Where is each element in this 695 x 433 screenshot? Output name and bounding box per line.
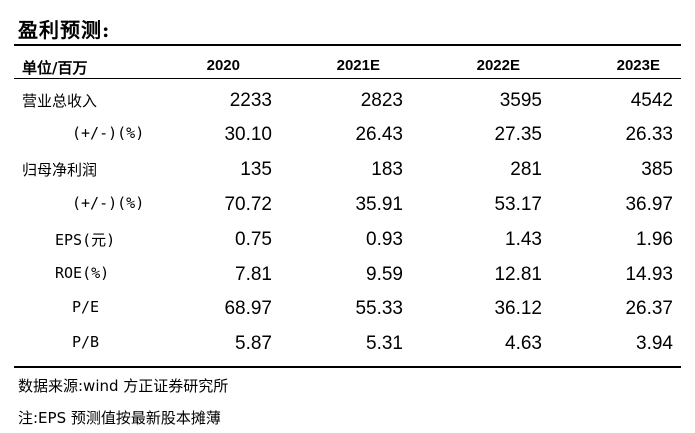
- cell-value: 26.43: [355, 124, 403, 145]
- row-label: EPS(元): [55, 231, 116, 249]
- cell-value: 26.33: [625, 124, 673, 145]
- column-header-2023e: 2023E: [616, 57, 660, 74]
- footnote: 注:EPS 预测值按最新股本摊薄: [18, 409, 221, 427]
- cell-value: 35.91: [355, 194, 403, 215]
- cell-value: 0.75: [235, 229, 272, 250]
- table-row-eps: EPS(元) 0.75 0.93 1.43 1.96: [0, 229, 695, 263]
- cell-value: 68.97: [224, 298, 272, 319]
- cell-value: 5.87: [235, 333, 272, 354]
- cell-value: 5.31: [366, 333, 403, 354]
- cell-value: 12.81: [494, 264, 542, 285]
- row-label: 归母净利润: [22, 161, 98, 179]
- row-label: ROE(%): [55, 264, 110, 282]
- unit-label: 单位/百万: [22, 59, 88, 77]
- cell-value: 4542: [630, 90, 673, 111]
- cell-value: 36.97: [625, 194, 673, 215]
- cell-value: 183: [371, 159, 403, 180]
- cell-value: 9.59: [366, 264, 403, 285]
- table-row-pb: P/B 5.87 5.31 4.63 3.94: [0, 333, 695, 367]
- cell-value: 0.93: [366, 229, 403, 250]
- row-label: P/B: [72, 333, 100, 351]
- row-label: (+/-)(%): [72, 124, 145, 142]
- column-header-2022e: 2022E: [476, 57, 520, 74]
- row-label: 营业总收入: [22, 92, 98, 110]
- table-row-roe: ROE(%) 7.81 9.59 12.81 14.93: [0, 264, 695, 298]
- cell-value: 36.12: [494, 298, 542, 319]
- cell-value: 1.43: [505, 229, 542, 250]
- cell-value: 3595: [499, 90, 542, 111]
- cell-value: 26.37: [625, 298, 673, 319]
- column-header-2020: 2020: [206, 57, 240, 74]
- header-rule: [14, 78, 681, 79]
- cell-value: 7.81: [235, 264, 272, 285]
- cell-value: 2233: [229, 90, 272, 111]
- table-row-revenue: 营业总收入 2233 2823 3595 4542: [0, 90, 695, 124]
- table-title: 盈利预测:: [18, 18, 111, 42]
- column-header-2021e: 2021E: [336, 57, 380, 74]
- cell-value: 3.94: [636, 333, 673, 354]
- cell-value: 1.96: [636, 229, 673, 250]
- cell-value: 53.17: [494, 194, 542, 215]
- cell-value: 14.93: [625, 264, 673, 285]
- table-row-net-profit: 归母净利润 135 183 281 385: [0, 159, 695, 193]
- table-row-revenue-growth: (+/-)(%) 30.10 26.43 27.35 26.33: [0, 124, 695, 158]
- table-row-pe: P/E 68.97 55.33 36.12 26.37: [0, 298, 695, 332]
- source-note: 数据来源:wind 方正证券研究所: [18, 377, 229, 395]
- cell-value: 55.33: [355, 298, 403, 319]
- cell-value: 27.35: [494, 124, 542, 145]
- table-row-net-profit-growth: (+/-)(%) 70.72 35.91 53.17 36.97: [0, 194, 695, 228]
- row-label: (+/-)(%): [72, 194, 145, 212]
- cell-value: 2823: [360, 90, 403, 111]
- cell-value: 70.72: [224, 194, 272, 215]
- cell-value: 385: [641, 159, 673, 180]
- top-rule: [14, 44, 681, 46]
- row-label: P/E: [72, 298, 100, 316]
- cell-value: 30.10: [224, 124, 272, 145]
- cell-value: 281: [510, 159, 542, 180]
- bottom-rule: [14, 366, 681, 368]
- cell-value: 135: [240, 159, 272, 180]
- cell-value: 4.63: [505, 333, 542, 354]
